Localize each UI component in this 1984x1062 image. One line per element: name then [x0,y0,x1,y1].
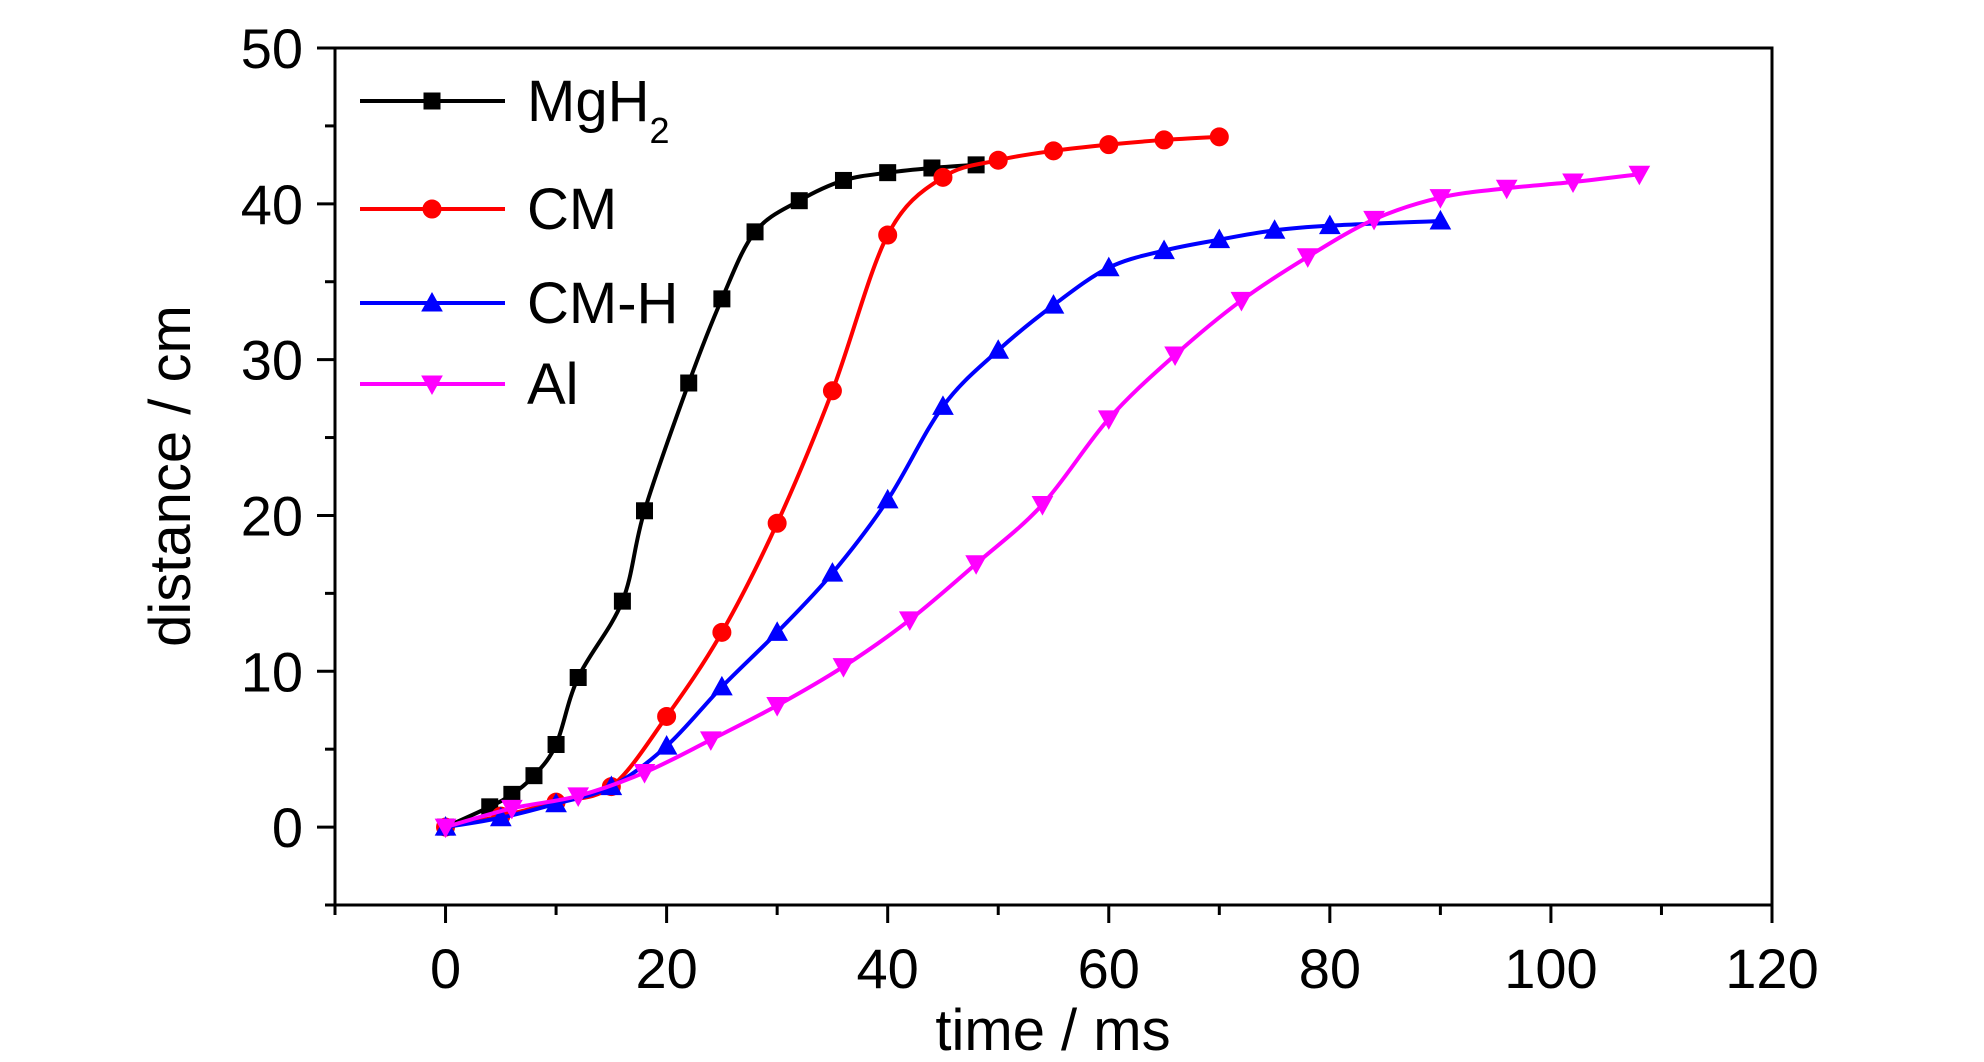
data-point [569,669,587,687]
data-point [878,225,898,245]
legend-label-subscript: 2 [649,110,669,151]
data-point [766,697,789,717]
data-point [636,502,654,520]
x-tick-label: 60 [1078,937,1140,1000]
data-point [834,171,852,189]
data-point [821,562,844,582]
legend-item: CM [360,177,617,242]
legend-marker [422,199,442,219]
x-axis: 0 20 40 60 80 100 120 [333,905,1819,1000]
legend-marker [421,375,443,396]
data-point [876,488,899,509]
plot-frame [333,46,1774,907]
y-tick-label: 40 [241,173,303,236]
data-point [1296,248,1319,268]
data-point [1363,210,1385,231]
data-point [1208,228,1231,249]
data-point [832,658,855,678]
y-tick-label: 0 [272,796,303,859]
data-point [699,731,722,751]
data-point [680,374,698,392]
data-point [965,555,987,575]
data-point [1429,209,1452,230]
data-point [1153,239,1175,260]
data-point [657,706,677,726]
data-point [547,736,565,754]
legend-marker [423,92,441,110]
y-axis-title: distance / cm [138,305,203,647]
legend-marker [421,291,443,312]
data-point [501,799,523,820]
data-point [1097,410,1120,430]
data-point [1164,346,1186,366]
y-axis: 0 10 20 30 40 50 [241,17,335,907]
data-point [711,675,733,696]
data-point [1209,127,1229,147]
series-layer [434,127,1651,839]
x-tick-label: 20 [635,937,697,1000]
data-point [567,787,590,807]
x-tick-label: 100 [1504,937,1597,1000]
data-point [822,381,842,401]
data-point [712,622,732,642]
data-point [879,164,897,182]
data-point [1044,141,1063,161]
legend-item: Al [360,352,579,417]
data-point [1099,135,1119,155]
data-point [633,764,656,784]
data-point [767,513,787,533]
x-tick-label: 80 [1299,937,1361,1000]
y-tick-label: 30 [241,329,303,392]
y-tick-label: 20 [241,484,303,547]
y-tick-label: 10 [241,640,303,703]
data-point [1495,179,1518,200]
data-point [746,223,764,241]
data-point [713,290,731,308]
legend-label: Al [527,352,579,417]
data-point [1429,189,1452,209]
data-point [790,192,808,210]
series-al [434,165,1651,839]
legend-label: CM [527,177,617,242]
legend-label: CM-H [527,271,678,336]
data-point [1031,496,1054,516]
data-point [898,611,921,631]
legend-label: MgH2 [527,69,670,151]
data-point [932,395,954,415]
data-point [1042,294,1065,314]
data-point [1628,165,1651,186]
data-point [987,339,1010,359]
data-point [1154,130,1174,150]
data-point [525,767,543,785]
data-point [1230,291,1253,312]
data-point [489,806,512,827]
legend-item: MgH2 [360,69,670,151]
data-point [988,150,1008,170]
x-tick-label: 120 [1725,937,1818,1000]
data-point [1318,214,1341,235]
x-axis-title: time / ms [935,998,1170,1062]
data-point [1562,173,1584,194]
data-point [1097,256,1120,277]
data-point [933,167,953,187]
data-point [434,818,457,839]
legend-item: CM-H [360,271,678,336]
x-tick-label: 40 [857,937,919,1000]
series-line [444,162,977,829]
legend: MgH2 CM CM-H Al [360,69,678,417]
y-tick-label: 50 [241,17,303,80]
x-tick-label: 0 [430,937,461,1000]
data-point [655,735,678,755]
data-point [1263,219,1286,239]
data-point [613,592,631,610]
data-point [766,621,789,641]
